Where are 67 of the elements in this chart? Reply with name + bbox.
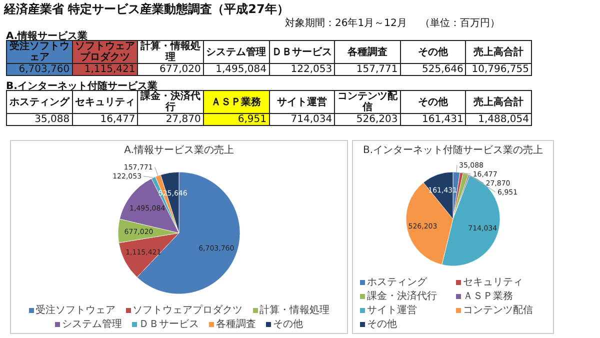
text: 27,870 <box>166 114 201 125</box>
text: 525,646 <box>422 64 464 75</box>
category-label: 課金・決済代行 <box>140 91 201 113</box>
text: 経済産業省 特定サービス産業動態調査（平成27年） <box>4 1 289 18</box>
category-label: サイト運営 <box>276 96 327 108</box>
text: 6,951 <box>238 114 266 125</box>
legend-item: ホスティング <box>360 275 446 289</box>
legend-label: ＡＳＰ業務 <box>463 291 513 302</box>
legend-label: 計算・情報処理 <box>260 305 330 316</box>
chart-title: A.情報サービス業の売上 <box>123 144 235 157</box>
text: 16,477 <box>100 114 136 125</box>
legend-item: 各種調査 <box>209 317 256 331</box>
category-label: 計算・情報処理 <box>140 41 201 63</box>
text: 10,796,755 <box>466 64 532 76</box>
legend-item: ＤＢサービス <box>132 317 199 331</box>
text: 1,115,421 <box>84 64 136 75</box>
text: 677,020 <box>160 64 201 75</box>
legend-label: その他 <box>273 319 303 330</box>
category-label: コンテンツ配信 <box>337 91 398 113</box>
category-label: その他 <box>418 46 448 58</box>
legend-item: 受注ソフトウェア <box>28 303 116 317</box>
legend-item: その他 <box>266 317 303 331</box>
text: 714,034 <box>290 114 332 125</box>
legend-label: セキュリティ <box>463 277 523 288</box>
legend-item: ＡＳＰ業務 <box>456 289 542 303</box>
category-label: ＤＢサービス <box>272 46 332 58</box>
legend-label: ソフトウェアプロダクツ <box>132 305 242 316</box>
text: 526,203 <box>356 114 398 125</box>
text: 122,053 <box>290 64 332 75</box>
legend-label: ホスティング <box>367 277 427 288</box>
category-label: ソフトウェアプロダクツ <box>74 41 135 63</box>
legend-label: 受注ソフトウェア <box>36 305 116 316</box>
legend-item: その他 <box>360 317 446 331</box>
legend-item: コンテンツ配信 <box>456 303 542 317</box>
category-label: ホスティング <box>9 96 70 108</box>
legend-label: システム管理 <box>62 319 122 330</box>
legend-label: 課金・決済代行 <box>367 291 437 302</box>
category-label: セキュリティ <box>74 96 135 108</box>
legend-item: システム管理 <box>55 317 122 331</box>
category-label: ＡＳＰ業務 <box>211 96 262 108</box>
legend-label: コンテンツ配信 <box>463 305 533 316</box>
text: B.インターネット付随サービス業の売上 <box>362 144 544 157</box>
legend-item: ソフトウェアプロダクツ <box>126 303 242 317</box>
text: 1,495,084 <box>216 64 266 75</box>
legend-label: サイト運営 <box>367 305 417 316</box>
text: B.インターネット付随サービス業 <box>6 80 158 92</box>
text: 売上高合計 <box>466 40 532 64</box>
text: 対象期間：26年1月～12月 <box>285 16 407 30</box>
text: 売上高合計 <box>466 90 532 114</box>
text: 6,703,760 <box>18 64 70 75</box>
legend-label: 各種調査 <box>216 319 256 330</box>
chart-subtitle: A.情報サービス業 <box>6 30 88 42</box>
legend-item: セキュリティ <box>456 275 542 289</box>
legend-label: その他 <box>367 319 397 330</box>
legend-item: 計算・情報処理 <box>252 303 330 317</box>
text: 35,088 <box>34 114 70 125</box>
text: （単位：百万円） <box>420 17 500 30</box>
legend-label: ＤＢサービス <box>139 319 199 330</box>
legend-item: 課金・決済代行 <box>360 289 446 303</box>
category-label: 受注ソフトウェア <box>9 41 70 63</box>
legend-item: サイト運営 <box>360 303 446 317</box>
text: 157,771 <box>356 64 398 75</box>
text: 1,488,054 <box>466 114 532 126</box>
category-label: 各種調査 <box>347 46 388 58</box>
text: 161,431 <box>422 114 464 125</box>
category-label: システム管理 <box>206 46 266 58</box>
category-label: その他 <box>418 96 448 108</box>
